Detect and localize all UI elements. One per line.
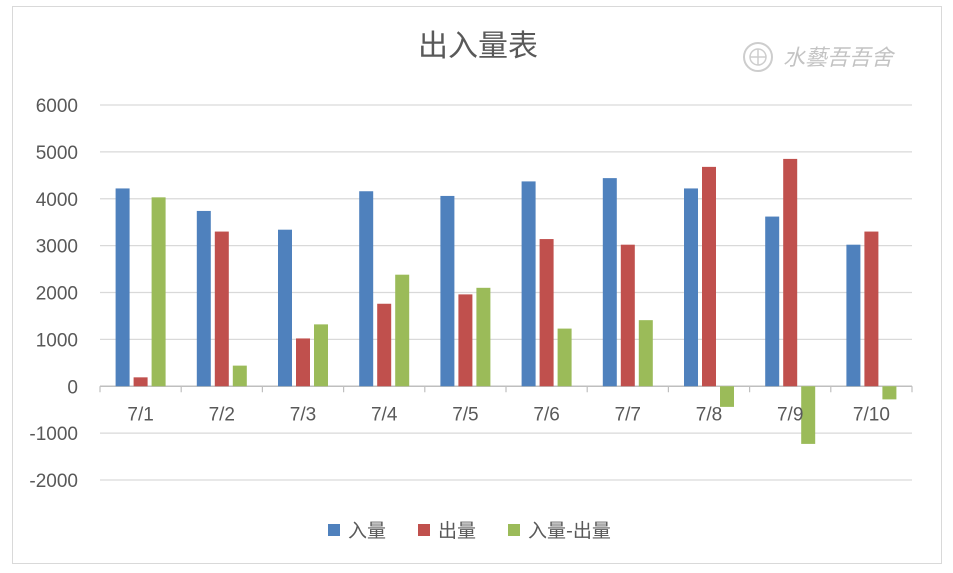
- watermark-text: 水藝吾吾舍: [783, 46, 896, 71]
- watermark: 水藝吾吾舍: [743, 42, 896, 72]
- bar-out-7-5: [458, 294, 473, 387]
- bar-out-7-8: [702, 166, 716, 387]
- legend-swatch: [418, 524, 430, 536]
- bar-diff-7-8: [720, 386, 734, 407]
- legend-swatch: [328, 524, 340, 536]
- bar-diff-7-1: [151, 197, 166, 387]
- bar-in-7-2: [196, 210, 211, 387]
- legend-swatch: [508, 524, 520, 536]
- bar-diff-7-9: [801, 386, 816, 444]
- x-tick-label: 7/10: [853, 404, 890, 425]
- y-tick-label: -1000: [29, 424, 78, 445]
- bar-diff-7-3: [314, 324, 328, 387]
- y-tick-label: 1000: [36, 330, 78, 351]
- bar-out-7-4: [377, 303, 392, 387]
- legend-label: 入量-出量: [528, 520, 611, 542]
- y-tick-label: 3000: [36, 237, 78, 258]
- y-tick-label: -2000: [29, 471, 78, 492]
- x-axis-ticks: 7/1 7/2 7/3 7/4 7/5 7/6 7/7 7/8 7/9 7/10: [127, 404, 890, 425]
- legend-label: 入量: [348, 520, 386, 542]
- bar-in-7-6: [521, 181, 536, 387]
- y-tick-label: 4000: [36, 190, 78, 211]
- bar-out-7-10: [864, 231, 879, 387]
- y-axis-ticks: 6000 5000 4000 3000 2000 1000 0 -1000 -2000: [29, 96, 78, 492]
- x-tick-label: 7/9: [777, 404, 803, 425]
- bar-in-7-9: [765, 216, 780, 387]
- chart-title: 出入量表: [418, 29, 538, 64]
- bar-diff-7-10: [882, 386, 897, 400]
- x-tick-label: 7/3: [290, 404, 316, 425]
- bar-diff-7-4: [395, 274, 410, 387]
- bar-diff-7-5: [476, 287, 491, 387]
- x-tick-label: 7/8: [696, 404, 722, 425]
- legend: 入量 出量 入量-出量: [328, 520, 611, 542]
- x-tick-label: 7/7: [615, 404, 641, 425]
- bar-in-7-8: [684, 188, 698, 387]
- bar-in-7-4: [359, 191, 374, 387]
- bar-out-7-7: [620, 244, 635, 387]
- bar-diff-7-7: [638, 320, 653, 387]
- y-tick-label: 2000: [36, 284, 78, 305]
- x-tick-label: 7/2: [209, 404, 235, 425]
- bars: [115, 158, 897, 444]
- bar-out-7-9: [783, 158, 798, 387]
- bar-out-7-1: [133, 377, 148, 387]
- bar-out-7-6: [539, 239, 554, 387]
- seal-icon: [743, 42, 773, 72]
- x-tick-label: 7/6: [533, 404, 559, 425]
- x-tick-label: 7/5: [452, 404, 478, 425]
- bar-in-7-10: [846, 244, 861, 387]
- bar-diff-7-2: [232, 365, 247, 387]
- x-tick-label: 7/4: [371, 404, 398, 425]
- bar-in-7-5: [440, 195, 455, 387]
- bar-in-7-1: [115, 188, 130, 387]
- bar-out-7-2: [214, 231, 229, 387]
- y-tick-label: 6000: [36, 96, 78, 117]
- bar-in-7-3: [278, 229, 292, 387]
- y-tick-label: 0: [67, 377, 78, 398]
- y-tick-label: 5000: [36, 143, 78, 164]
- bar-diff-7-6: [557, 328, 572, 387]
- x-tick-label: 7/1: [127, 404, 153, 425]
- bar-out-7-3: [296, 338, 310, 387]
- bar-in-7-7: [602, 178, 617, 387]
- legend-label: 出量: [438, 520, 476, 542]
